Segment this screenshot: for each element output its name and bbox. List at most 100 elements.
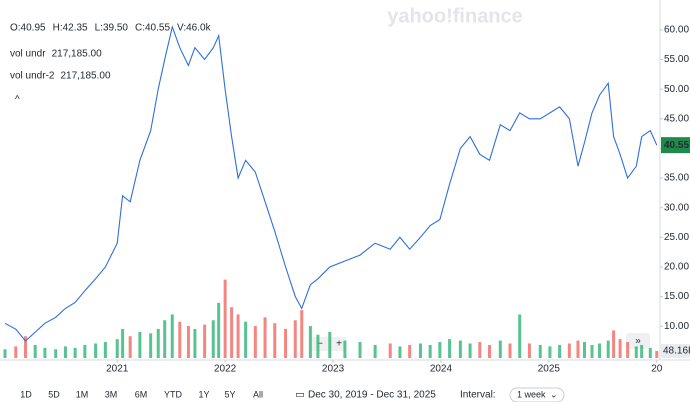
range-button[interactable]: 1Y (198, 389, 209, 399)
zoom-out[interactable]: − (317, 339, 323, 350)
volume-bar (121, 328, 125, 358)
volume-bar (24, 336, 28, 358)
volume-bar (508, 343, 512, 358)
indicator-value: 217,185.00 (52, 49, 102, 60)
volume-bar (63, 346, 67, 358)
interval-value: 1 week (517, 389, 546, 399)
volume-bar (448, 339, 452, 358)
scroll-button[interactable] (626, 333, 650, 349)
volume-bar (626, 342, 630, 358)
price-tag (661, 137, 690, 154)
volume-bar (590, 344, 594, 358)
zoom-in[interactable]: + (336, 339, 342, 350)
interval-select[interactable] (509, 387, 565, 402)
y-tick-label: 50.00 (664, 84, 689, 95)
volume-bar (149, 333, 153, 358)
volume-tag (661, 344, 690, 359)
range-button[interactable]: 5Y (224, 389, 235, 399)
collapse-caret[interactable]: ^ (15, 95, 20, 106)
volume-bar (103, 342, 107, 358)
x-tick-label: 20 (651, 364, 663, 375)
volume-bar (498, 340, 502, 358)
volume-bar (138, 331, 142, 358)
volume-bar (548, 346, 552, 358)
calendar-icon: ▭ (295, 390, 304, 401)
range-button[interactable]: 3M (105, 389, 118, 399)
volume-bar (217, 302, 221, 358)
volume-tag-label: 48.16K (663, 346, 690, 357)
volume-bar (328, 331, 332, 358)
ohlcv-value: C:40.55 (135, 23, 170, 34)
volume-bar (388, 343, 392, 358)
volume-bar (43, 347, 47, 358)
volume-bar (230, 307, 234, 358)
date-range[interactable]: Dec 30, 2019 - Dec 31, 2025 (308, 390, 436, 401)
volume-bar (128, 336, 132, 358)
volume-bar (373, 344, 377, 358)
indicator-name: vol undr-2 (10, 71, 55, 82)
volume-bar (203, 324, 207, 358)
volume-bar (253, 326, 257, 358)
volume-bar (186, 326, 190, 358)
x-tick-label: 2021 (106, 364, 129, 375)
ohlcv-value: V:46.0k (177, 23, 212, 34)
volume-bar (640, 344, 644, 358)
volume-bar (3, 349, 7, 358)
volume-bar (316, 334, 320, 358)
range-button[interactable]: 6M (135, 389, 148, 399)
ohlcv-value: L:39.50 (95, 23, 129, 34)
scroll-icon: » (635, 336, 641, 347)
y-tick-label: 35.00 (664, 173, 689, 184)
volume-bar (244, 321, 248, 358)
volume-bar (618, 339, 622, 358)
volume-bar (527, 343, 531, 358)
interval-label: Interval: (460, 390, 496, 401)
volume-bar (170, 314, 174, 358)
y-tick-label: 20.00 (664, 262, 689, 273)
range-button[interactable]: All (253, 389, 263, 399)
volume-bar (582, 342, 586, 358)
volume-bar (83, 344, 87, 358)
y-tick-label: 45.00 (664, 113, 689, 124)
dropdown-icon: ⌄ (550, 389, 558, 399)
volume-bar (284, 328, 288, 358)
volume-bar (612, 330, 616, 358)
x-tick-label: 2024 (430, 364, 453, 375)
range-button[interactable]: 5D (48, 389, 60, 399)
y-tick-label: 60.00 (664, 25, 689, 36)
ohlcv-value: H:42.35 (53, 23, 88, 34)
volume-bar (308, 326, 312, 358)
volume-bar (634, 346, 638, 358)
range-button[interactable]: 1M (76, 389, 89, 399)
volume-bar (576, 340, 580, 358)
y-tick-label: 25.00 (664, 232, 689, 243)
volume-bar (558, 344, 562, 358)
indicator-name: vol undr (10, 49, 46, 60)
watermark: yahoo!finance (387, 5, 523, 27)
x-tick-label: 2023 (322, 364, 345, 375)
volume-bar (236, 314, 240, 358)
volume-bar (478, 342, 482, 358)
y-tick-label: 15.00 (664, 291, 689, 302)
y-tick-label: 10.00 (664, 321, 689, 332)
volume-bar (211, 320, 215, 358)
indicator-value: 217,185.00 (60, 71, 110, 82)
range-button[interactable]: 1D (20, 389, 32, 399)
volume-bar (418, 343, 422, 358)
volume-bar (648, 347, 652, 358)
volume-bar (293, 320, 297, 358)
x-tick-label: 2025 (538, 364, 561, 375)
volume-bar (343, 340, 347, 358)
volume-bar (33, 344, 37, 358)
volume-bar (178, 321, 182, 358)
volume-bar (263, 317, 267, 358)
volume-bar (598, 343, 602, 358)
volume-bar (54, 349, 58, 358)
y-tick-label: 30.00 (664, 202, 689, 213)
volume-bar (468, 343, 472, 358)
range-button[interactable]: YTD (164, 389, 183, 399)
volume-bar (488, 344, 492, 358)
y-tick-label: 55.00 (664, 54, 689, 65)
